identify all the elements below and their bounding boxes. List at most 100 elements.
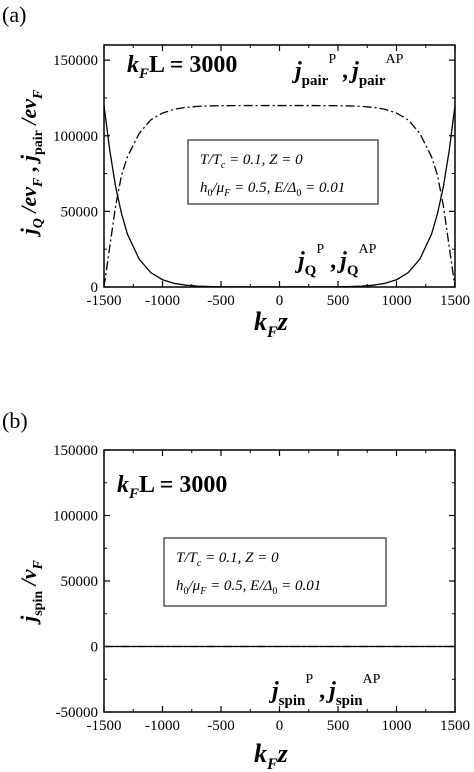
x-tick-label: 0 — [276, 293, 284, 309]
p2d: F — [199, 586, 207, 597]
p2a: h — [176, 578, 184, 594]
ann-sub: pair — [302, 73, 329, 89]
ann-base: j — [294, 248, 305, 274]
x-tick-label: 1000 — [382, 293, 412, 309]
ann-mid: , — [313, 678, 325, 704]
xl-tail: z — [277, 307, 289, 336]
curve-annotation: jQP , jQAP — [294, 242, 377, 279]
params-box — [187, 139, 379, 205]
ann-base: j — [268, 678, 279, 704]
y-tick-label: 50000 — [61, 204, 99, 220]
p2d: F — [223, 188, 231, 199]
ann-base2: j — [348, 58, 359, 84]
y-tick-label: 50000 — [61, 574, 99, 590]
y-tick-label: 0 — [91, 640, 99, 656]
ann-sub2: pair — [359, 73, 386, 89]
ann-sup2: AP — [363, 672, 381, 687]
ylabel-sub: pair — [31, 130, 46, 155]
kfl-rest: L = 3000 — [139, 472, 227, 498]
p2e: = 0.5, E/Δ — [206, 578, 272, 594]
ann-sup: P — [328, 52, 336, 67]
p2f: 0 — [272, 586, 277, 597]
kfl-sub: F — [138, 66, 149, 82]
y-tick-label: 100000 — [53, 129, 98, 145]
kfl-label: kFL = 3000 — [127, 52, 237, 82]
p2b: 0 — [208, 188, 213, 199]
x-tick-label: 500 — [327, 293, 350, 309]
x-tick-label: -500 — [207, 718, 235, 734]
ylabel-part: j — [16, 154, 41, 164]
x-tick-label: 1500 — [440, 718, 470, 734]
panel-b: (b) -1500 -1000 -500 0 500 1000 1500 -50000 0 5000… — [2, 408, 470, 772]
p2a: h — [200, 180, 208, 196]
ann-sup2: AP — [358, 242, 376, 257]
ylabel-part: /ev — [16, 187, 41, 218]
x-tick-label: -1500 — [87, 293, 122, 309]
x-tick-label: -1000 — [145, 718, 180, 734]
y-tick-label: -50000 — [56, 705, 99, 721]
ylabel-sub: Q — [31, 218, 46, 228]
xl-main: k — [254, 307, 267, 336]
panel-label: (b) — [2, 408, 28, 433]
params-line-1: T/Tc = 0.1, Z = 0 — [176, 550, 279, 569]
ann-sub: Q — [305, 263, 317, 279]
x-tick-label: -1000 — [145, 293, 180, 309]
curve-annotation: jpairP , jpairAP — [291, 52, 404, 89]
y-tick-label: 0 — [91, 280, 99, 296]
ann-mid: , — [324, 248, 336, 274]
kfl-label: kFL = 3000 — [117, 472, 227, 502]
x-tick-label: 1000 — [382, 718, 412, 734]
x-axis-label: kFz — [254, 307, 289, 341]
ylabel-sub: F — [31, 89, 46, 100]
ann-sup: P — [305, 672, 313, 687]
xl-sub: F — [266, 756, 278, 772]
ylabel-part: j — [16, 615, 41, 625]
ylabel-part: /ev — [16, 99, 41, 130]
xl-main: k — [254, 739, 267, 768]
p1c: = 0.1, Z = 0 — [201, 550, 279, 566]
ann-sub: spin — [279, 693, 306, 709]
ann-base2: j — [325, 678, 336, 704]
y-axis-label: jQ /evF , jpair /evF — [16, 89, 46, 237]
x-tick-label: -1500 — [87, 718, 122, 734]
params-line-1: T/Tc = 0.1, Z = 0 — [200, 152, 303, 171]
x-tick-label: -500 — [207, 293, 235, 309]
x-axis-label: kFz — [254, 739, 289, 772]
ylabel-sub: spin — [31, 591, 46, 616]
kfl-rest: L = 3000 — [149, 52, 237, 78]
params-box — [163, 537, 387, 607]
p2g: = 0.01 — [301, 180, 345, 196]
ylabel-sub: F — [31, 177, 46, 188]
ylabel-part: , — [16, 161, 41, 178]
params-line-2: h0/μF = 0.5, E/Δ0 = 0.01 — [200, 180, 345, 199]
p2e: = 0.5, E/Δ — [230, 180, 296, 196]
ann-sup: P — [316, 242, 324, 257]
x-tick-label: 0 — [276, 718, 284, 734]
p2c: /μ — [212, 180, 225, 196]
kfl-k: k — [117, 472, 129, 498]
xl-sub: F — [266, 324, 278, 341]
p1b: c — [197, 558, 202, 569]
ann-base: j — [291, 58, 302, 84]
p1a: T/T — [176, 550, 199, 566]
ann-sub2: Q — [347, 263, 359, 279]
ann-mid: , — [336, 58, 348, 84]
panel-label: (a) — [2, 2, 26, 27]
y-tick-label: 100000 — [53, 509, 98, 525]
ann-sub2: spin — [336, 693, 363, 709]
p2g: = 0.01 — [277, 578, 321, 594]
x-tick-label: 500 — [327, 718, 350, 734]
p2c: /μ — [188, 578, 201, 594]
params-line-2: h0/μF = 0.5, E/Δ0 = 0.01 — [176, 578, 321, 597]
curve-annotation: jspinP , jspinAP — [268, 672, 381, 709]
kfl-k: k — [127, 52, 139, 78]
p1b: c — [221, 160, 226, 171]
y-tick-label: 150000 — [53, 443, 98, 459]
ylabel-part: j — [16, 227, 41, 237]
ann-sup2: AP — [385, 52, 403, 67]
series-line-dashdot — [104, 104, 455, 287]
p2b: 0 — [184, 586, 189, 597]
series-line-solid — [104, 105, 455, 287]
ylabel-part: /v — [16, 569, 41, 591]
